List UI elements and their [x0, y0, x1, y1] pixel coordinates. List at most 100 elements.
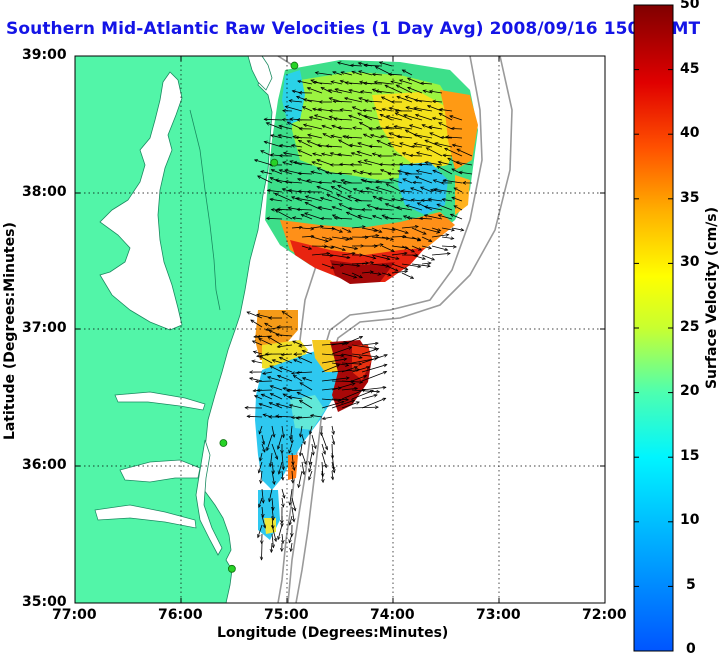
river-inlet [114, 391, 206, 411]
velocity-arrow [292, 417, 303, 418]
velocity-arrow [255, 160, 273, 166]
velocity-arrow [278, 434, 283, 449]
map-title: Southern Mid-Atlantic Raw Velocities (1 … [6, 19, 701, 39]
velocity-arrow [331, 347, 352, 355]
velocity-arrow [311, 253, 330, 255]
velocity-arrow [361, 227, 377, 231]
velocity-arrow [247, 416, 263, 417]
colorbar-tick-label: 20 [680, 383, 700, 399]
colorbar-tick-label: 50 [680, 0, 700, 12]
velocity-arrow [401, 245, 414, 252]
velocity-arrow [364, 134, 373, 139]
velocity-arrow [275, 209, 293, 220]
velocity-arrow [276, 335, 293, 336]
eastern-shore [189, 109, 221, 311]
velocity-arrow [256, 381, 273, 382]
velocity-arrow [348, 196, 363, 202]
lat-tick-label: 35:00 [22, 594, 67, 610]
velocity-arrow [271, 135, 283, 139]
velocity-arrow [259, 404, 273, 409]
velocity-arrow [331, 400, 355, 409]
velocity-arrow [381, 263, 398, 271]
velocity-arrow [382, 97, 393, 103]
lon-tick-label: 72:00 [582, 607, 627, 623]
velocity-arrow [414, 144, 433, 148]
velocity-arrow [311, 415, 323, 418]
velocity-arrow [345, 98, 363, 103]
velocity-arrow [318, 207, 333, 211]
velocity-arrow [341, 389, 365, 400]
velocity-arrow [331, 186, 343, 193]
velocity-arrow [300, 443, 303, 456]
velocity-arrow [401, 191, 413, 192]
velocity-arrow [385, 85, 403, 94]
velocity-arrow [270, 394, 283, 400]
velocity-arrow [321, 452, 326, 468]
velocity-arrow [271, 470, 274, 484]
radar-station-marker [290, 61, 299, 70]
velocity-arrow [411, 200, 423, 201]
velocity-arrow [332, 207, 343, 211]
velocity-arrow [332, 181, 343, 184]
velocity-arrow [401, 263, 421, 267]
velocity-arrow [328, 90, 343, 94]
velocity-arrow [303, 378, 313, 382]
velocity-arrow [308, 135, 323, 139]
velocity-field-north [265, 60, 478, 284]
radar-station-marker [219, 439, 228, 447]
velocity-arrow [454, 187, 463, 193]
velocity-arrow [361, 355, 387, 364]
velocity-arrow [291, 227, 302, 228]
velocity-arrow [304, 125, 323, 130]
lat-tick-label: 39:00 [22, 47, 67, 63]
velocity-arrow [321, 198, 333, 202]
velocity-arrow [341, 253, 355, 255]
velocity-arrow [311, 172, 323, 175]
velocity-arrow [312, 443, 314, 455]
colorbar-tick-label: 5 [686, 577, 696, 593]
velocity-arrow [454, 205, 463, 211]
velocity-arrow [292, 145, 303, 148]
velocity-arrow [331, 434, 334, 444]
velocity-arrow [440, 109, 453, 112]
velocity-arrow [331, 399, 348, 400]
velocity-arrow [261, 470, 262, 483]
velocity-arrow [301, 434, 305, 444]
velocity-arrow [279, 126, 293, 130]
velocity-arrow [264, 119, 283, 120]
velocity-arrow [373, 195, 383, 202]
velocity-arrow [311, 236, 328, 242]
lon-tick-label: 75:00 [264, 607, 309, 623]
velocity-arrow [351, 376, 367, 382]
velocity-arrow [278, 376, 293, 382]
velocity-arrow [326, 146, 343, 147]
velocity-arrow [431, 245, 448, 250]
velocity-arrow [430, 91, 443, 94]
velocity-arrow [438, 162, 453, 166]
velocity-arrow [268, 337, 283, 346]
velocity-arrow [351, 272, 362, 278]
velocity-arrow [332, 470, 333, 480]
velocity-arrow [279, 461, 283, 474]
velocity-arrow [376, 187, 393, 193]
velocity-arrow [305, 213, 323, 220]
velocity-arrow [321, 443, 325, 454]
velocity-arrow [310, 452, 313, 465]
velocity-arrow [263, 372, 273, 374]
velocity-arrow [375, 208, 393, 211]
velocity-arrow [261, 443, 265, 452]
velocity-arrow [259, 461, 263, 473]
velocity-arrow [377, 128, 393, 129]
velocity-arrow [380, 62, 393, 67]
velocity-arrow [361, 365, 387, 373]
velocity-arrow [296, 417, 313, 418]
velocity-arrow [261, 394, 273, 400]
velocity-arrow [351, 391, 373, 400]
velocity-arrow [271, 524, 276, 541]
delaware-bay [247, 56, 273, 91]
velocity-arrow [374, 82, 393, 85]
velocity-arrow [265, 322, 273, 328]
velocity-arrow [351, 65, 363, 66]
velocity-arrow [322, 154, 333, 157]
velocity-arrow [391, 253, 407, 256]
